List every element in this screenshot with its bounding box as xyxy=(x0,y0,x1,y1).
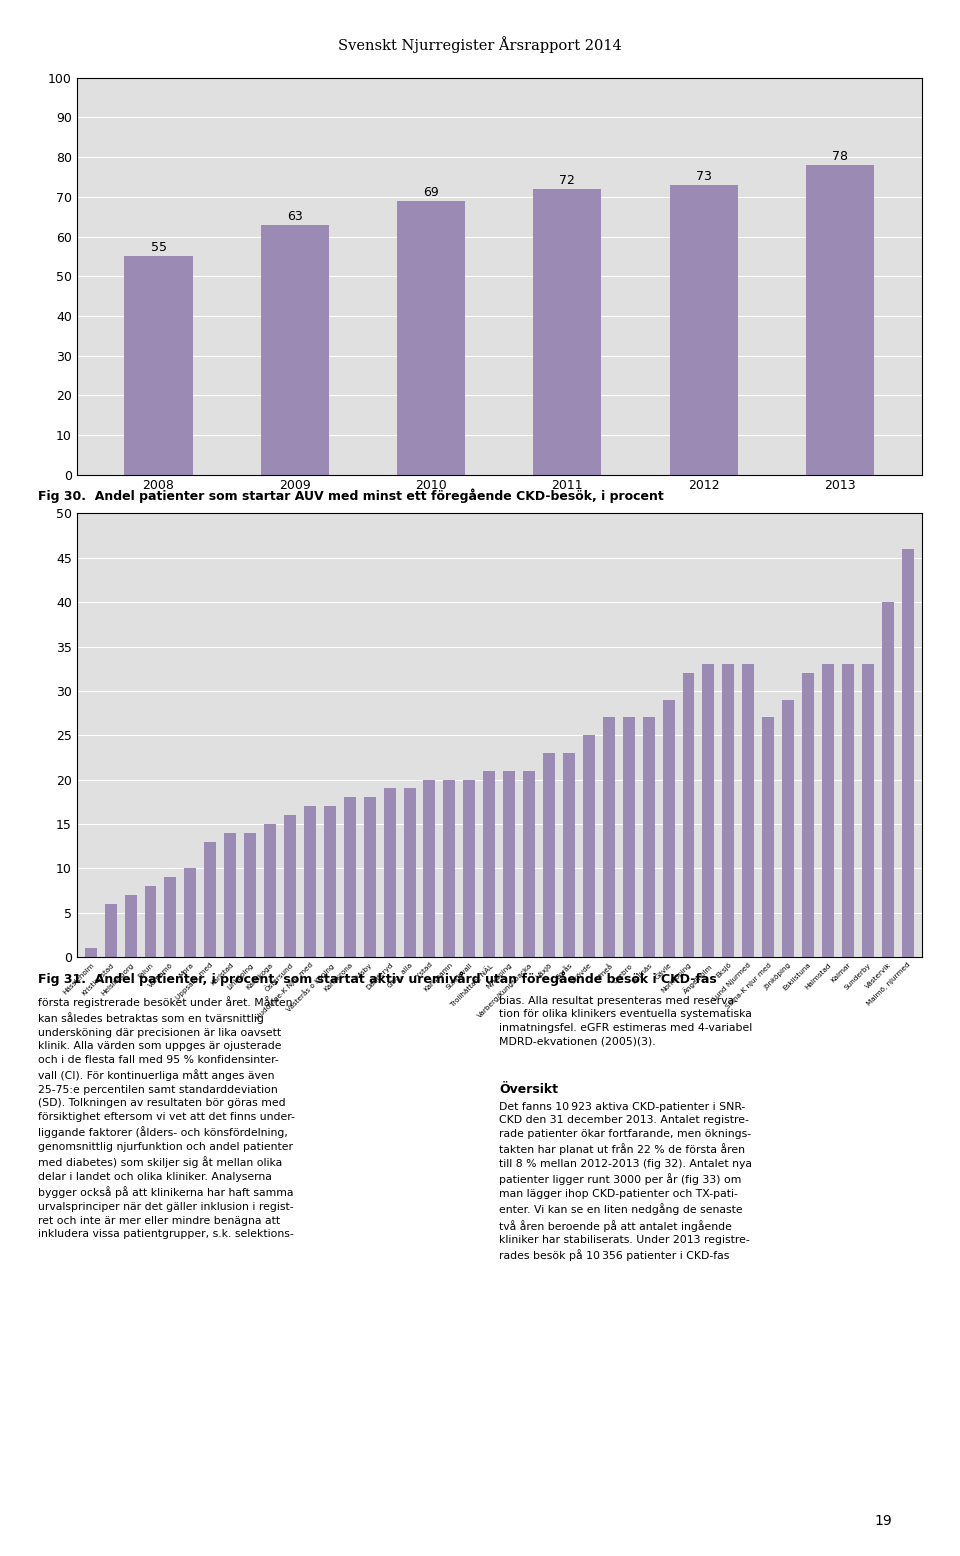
Bar xyxy=(642,717,655,957)
Bar xyxy=(483,770,495,957)
Bar xyxy=(125,257,193,475)
Text: 63: 63 xyxy=(287,210,302,223)
Text: 73: 73 xyxy=(696,170,711,184)
Bar xyxy=(862,664,874,957)
Bar xyxy=(384,789,396,957)
Bar xyxy=(722,664,734,957)
Text: 72: 72 xyxy=(560,174,575,187)
Bar xyxy=(563,753,575,957)
Text: Fig 31.  Andel patienter, i procent, som startat aktiv uremivård utan föregående: Fig 31. Andel patienter, i procent, som … xyxy=(38,971,717,985)
Bar xyxy=(523,770,535,957)
Bar xyxy=(125,895,136,957)
Bar xyxy=(444,780,455,957)
Text: Fig 30.  Andel patienter som startar AUV med minst ett föregående CKD-besök, i p: Fig 30. Andel patienter som startar AUV … xyxy=(38,489,664,503)
Bar xyxy=(703,664,714,957)
Text: första registrerade besöket under året. Måtten
kan således betraktas som en tvär: första registrerade besöket under året. … xyxy=(38,996,296,1239)
Bar xyxy=(603,717,614,957)
Bar xyxy=(105,904,117,957)
Bar xyxy=(284,815,296,957)
Bar xyxy=(225,832,236,957)
Bar xyxy=(901,549,914,957)
Bar xyxy=(184,868,197,957)
Bar xyxy=(397,201,466,475)
Bar xyxy=(669,185,737,475)
Bar xyxy=(583,736,595,957)
Bar xyxy=(261,224,329,475)
Bar xyxy=(543,753,555,957)
Bar xyxy=(802,674,814,957)
Bar xyxy=(423,780,436,957)
Bar xyxy=(623,717,635,957)
Bar xyxy=(881,602,894,957)
Bar xyxy=(464,780,475,957)
Bar xyxy=(145,885,156,957)
Bar xyxy=(264,825,276,957)
Bar xyxy=(762,717,774,957)
Bar xyxy=(324,806,336,957)
Bar xyxy=(842,664,853,957)
Bar xyxy=(204,842,216,957)
Bar xyxy=(782,700,794,957)
Text: 69: 69 xyxy=(423,185,439,199)
Bar xyxy=(164,878,177,957)
Bar xyxy=(742,664,755,957)
Bar xyxy=(344,797,356,957)
Text: Svenskt Njurregister Årsrapport 2014: Svenskt Njurregister Årsrapport 2014 xyxy=(338,36,622,53)
Bar xyxy=(84,948,97,957)
Bar xyxy=(533,188,601,475)
Bar xyxy=(822,664,834,957)
Bar xyxy=(304,806,316,957)
Text: Översikt: Översikt xyxy=(499,1083,558,1095)
Text: bias. Alla resultat presenteras med reserva-
tion för olika klinikers eventuella: bias. Alla resultat presenteras med rese… xyxy=(499,996,753,1047)
Text: 55: 55 xyxy=(151,241,166,254)
Bar xyxy=(503,770,516,957)
Text: 78: 78 xyxy=(832,149,848,163)
Bar xyxy=(805,165,874,475)
Bar xyxy=(403,789,416,957)
Bar xyxy=(244,832,256,957)
Bar xyxy=(662,700,675,957)
Text: 19: 19 xyxy=(875,1514,892,1528)
Text: Det fanns 10 923 aktiva CKD-patienter i SNR-
CKD den 31 december 2013. Antalet r: Det fanns 10 923 aktiva CKD-patienter i … xyxy=(499,1102,753,1262)
Bar xyxy=(683,674,694,957)
Bar xyxy=(364,797,375,957)
